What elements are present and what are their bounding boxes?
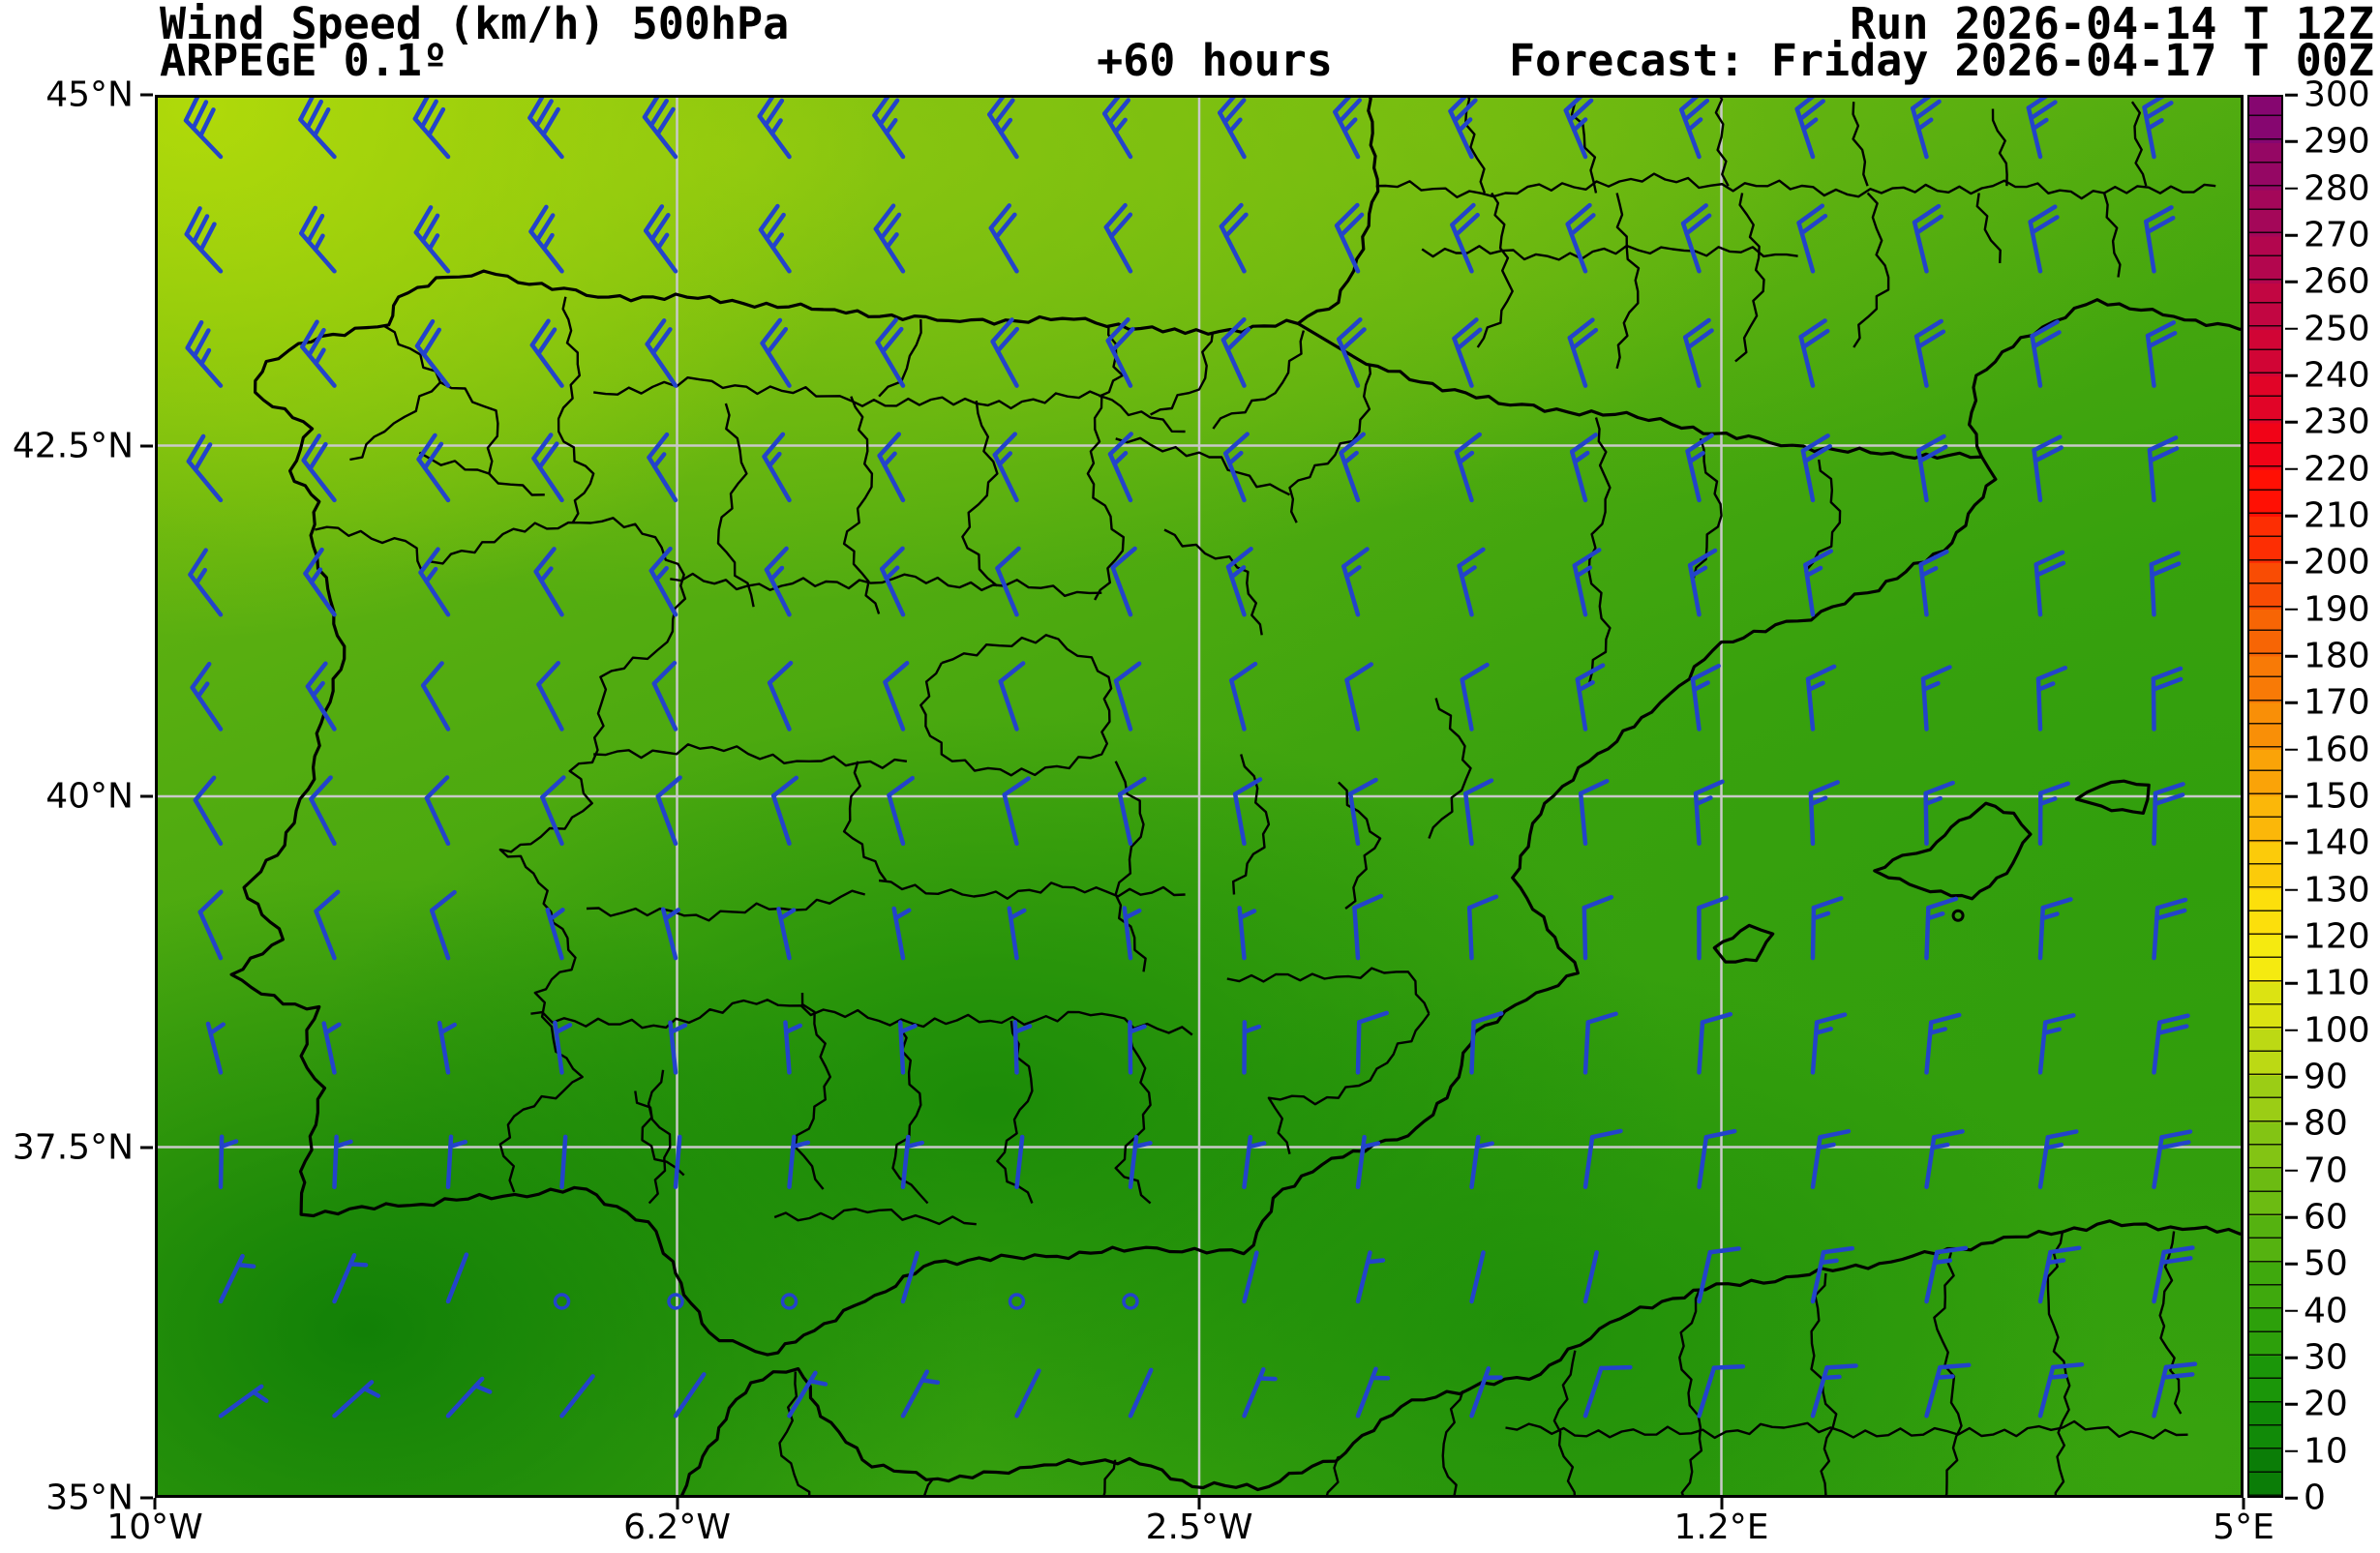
chart-title-block: Wind Speed (km/h) 500hPa ARPEGE 0.1º [160,0,790,86]
colorbar-tick [2285,421,2298,424]
x-axis-tick [2242,1498,2245,1509]
colorbar-tick [2285,1029,2298,1031]
y-axis-tick [140,794,153,798]
wind-map [155,95,2244,1498]
colorbar-tick [2285,1449,2298,1452]
colorbar-tick [2285,1403,2298,1406]
colorbar-tick-label: 150 [2304,776,2370,817]
colorbar-tick [2285,654,2298,658]
colorbar: 0 10 20 30 40 50 60 70 80 90 100 110 120 130 140 150 160… [2247,75,2380,1518]
run-info-block: Run 2026-04-14 T 12Z Forecast: Friday 202… [1508,0,2374,86]
colorbar-tick [2285,1309,2298,1312]
colorbar-tick [2285,982,2298,985]
wind-barbs [183,95,2198,1419]
colorbar-tick-label: 100 [2304,1010,2370,1051]
colorbar-tick [2285,1496,2298,1500]
colorbar-tick-label: 20 [2304,1384,2348,1424]
colorbar-tick-label: 280 [2304,168,2370,209]
y-axis-tick-label: 42.5°N [12,426,134,465]
colorbar-tick-label: 250 [2304,309,2370,349]
forecast-lead-label: +60 hours [1097,35,1333,86]
colorbar-tick [2285,514,2298,518]
colorbar-tick-label: 300 [2304,75,2370,115]
colorbar-tick-label: 230 [2304,402,2370,442]
x-axis-tick [1197,1498,1201,1509]
map-overlay-svg [155,95,2244,1498]
colorbar-tick [2285,748,2298,751]
colorbar-tick-label: 170 [2304,682,2370,723]
colorbar-tick-label: 40 [2304,1291,2348,1331]
y-axis-tick [140,1496,153,1500]
colorbar-tick [2285,327,2298,330]
colorbar-tick [2285,935,2298,939]
colorbar-tick-label: 210 [2304,495,2370,536]
y-axis-tick [140,444,153,447]
colorbar-tick [2285,93,2298,97]
colorbar-tick [2285,1356,2298,1359]
colorbar-tick [2285,233,2298,237]
colorbar-tick [2285,373,2298,377]
colorbar-tick [2285,187,2298,190]
colorbar-tick [2285,561,2298,564]
colorbar-tick-label: 200 [2304,542,2370,582]
colorbar-tick-label: 90 [2304,1057,2348,1097]
colorbar-tick-label: 130 [2304,870,2370,911]
colorbar-tick [2285,1263,2298,1266]
valid-time-label: Forecast: Friday 2026-04-17 T 00Z [1508,35,2374,86]
colorbar-tick-label: 180 [2304,636,2370,676]
colorbar-tick-label: 160 [2304,730,2370,770]
colorbar-tick-label: 80 [2304,1103,2348,1144]
colorbar-gradient [2247,95,2283,1498]
colorbar-tick-label: 290 [2304,121,2370,162]
x-axis-tick-label: 2.5°W [1145,1508,1253,1547]
longitude-axis: 10°W 6.2°W 2.5°W 1.2°E 5°E [106,1498,2275,1553]
colorbar-tick-label: 120 [2304,916,2370,957]
run-label: Run 2026-04-14 T 12Z [1850,0,2374,49]
chart-title: Wind Speed (km/h) 500hPa [160,0,790,49]
colorbar-tick [2285,281,2298,284]
model-label: ARPEGE 0.1º [160,35,449,86]
colorbar-tick [2285,888,2298,891]
colorbar-tick-label: 190 [2304,589,2370,630]
colorbar-tick [2285,702,2298,704]
y-axis-tick-label: 45°N [45,75,134,115]
colorbar-tick-label: 220 [2304,449,2370,490]
y-axis-tick-label: 35°N [45,1478,134,1518]
colorbar-tick-label: 60 [2304,1197,2348,1238]
colorbar-tick [2285,1075,2298,1079]
colorbar-tick-label: 110 [2304,963,2370,1003]
colorbar-tick-label: 270 [2304,215,2370,255]
colorbar-tick-label: 30 [2304,1337,2348,1378]
y-axis-tick-label: 40°N [45,776,134,817]
colorbar-tick-label: 240 [2304,355,2370,396]
x-axis-tick-label: 5°E [2213,1508,2275,1547]
y-axis-tick-label: 37.5°N [12,1127,134,1167]
x-axis-tick [1720,1498,1723,1509]
colorbar-tick [2285,842,2298,845]
x-axis-tick [153,1498,157,1509]
colorbar-tick [2285,1122,2298,1125]
colorbar-tick [2285,1169,2298,1172]
x-axis-tick-label: 10°W [106,1508,203,1547]
colorbar-tick-label: 70 [2304,1150,2348,1191]
y-axis-tick [140,93,153,97]
colorbar-tick [2285,1215,2298,1219]
x-axis-tick [676,1498,678,1509]
colorbar-tick-label: 0 [2304,1478,2326,1518]
latitude-axis: 45°N 42.5°N 40°N 37.5°N 35°N [0,75,153,1518]
colorbar-tick [2285,608,2298,611]
y-axis-tick [140,1146,153,1149]
colorbar-tick-label: 140 [2304,822,2370,863]
colorbar-tick-label: 50 [2304,1243,2348,1284]
colorbar-tick-label: 260 [2304,261,2370,302]
colorbar-tick [2285,140,2298,143]
colorbar-tick [2285,794,2298,798]
x-axis-tick-label: 6.2°W [623,1508,731,1547]
colorbar-tick-label: 10 [2304,1431,2348,1472]
colorbar-tick [2285,467,2298,470]
x-axis-tick-label: 1.2°E [1673,1508,1769,1547]
